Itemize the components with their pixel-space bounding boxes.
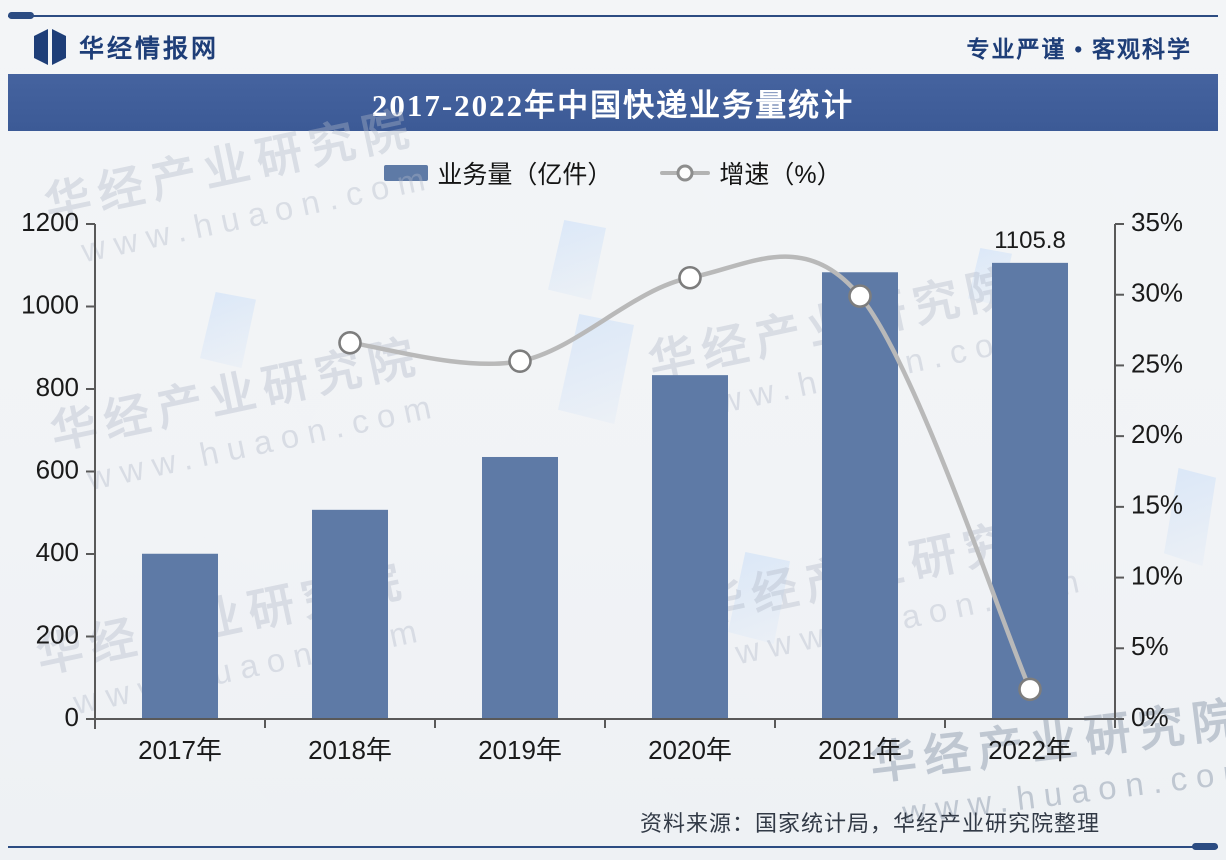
- bar-2022年: [992, 262, 1068, 719]
- right-axis-tick-label: 0%: [1131, 702, 1169, 732]
- x-category-label: 2021年: [818, 735, 902, 765]
- right-axis-tick-label: 20%: [1131, 419, 1183, 449]
- bar-2021年: [822, 272, 898, 719]
- legend-line-swatch: [660, 164, 711, 182]
- growth-line: [347, 254, 1033, 692]
- right-axis-tick-label: 35%: [1131, 207, 1183, 237]
- left-axis-tick-label: 1000: [21, 289, 79, 319]
- legend-bar-label: 业务量（亿件）: [437, 161, 613, 189]
- left-axis-tick-label: 1200: [21, 207, 79, 237]
- x-category-label: 2017年: [138, 735, 222, 765]
- right-axis-tick-label: 5%: [1131, 631, 1169, 661]
- right-axis-tick-label: 30%: [1131, 278, 1183, 308]
- bar-2018年: [312, 509, 388, 719]
- right-axis-tick-label: 10%: [1131, 560, 1183, 590]
- x-category-label: 2018年: [308, 735, 392, 765]
- x-category-label: 2022年: [988, 735, 1072, 765]
- left-axis-tick-label: 600: [36, 454, 79, 484]
- left-axis-tick-label: 800: [36, 372, 79, 402]
- left-axis-tick-label: 0: [65, 702, 79, 732]
- bottom-rule-cap: [1192, 843, 1218, 850]
- bottom-rule: [8, 846, 1218, 848]
- brand-logo-icon: [34, 29, 66, 65]
- bar-value-label: 1105.8: [994, 227, 1066, 254]
- title-bar: 2017-2022年中国快递业务量统计: [8, 74, 1218, 131]
- growth-line-marker: [338, 330, 362, 355]
- legend-item-growth: 增速（%）: [660, 155, 842, 191]
- brand: 华经情报网: [32, 28, 219, 66]
- legend-line-marker-dot: [676, 164, 694, 182]
- top-rule-cap: [8, 12, 34, 19]
- x-category-label: 2019年: [478, 735, 562, 765]
- source-note: 资料来源：国家统计局，华经产业研究院整理: [639, 811, 1100, 836]
- growth-line-marker: [678, 265, 702, 290]
- bar-2020年: [652, 375, 728, 719]
- right-axis-tick-label: 15%: [1131, 490, 1183, 520]
- chart-legend: 业务量（亿件） 增速（%）: [0, 152, 1226, 194]
- legend-bar-swatch: [384, 165, 429, 181]
- bar-2017年: [142, 553, 218, 719]
- left-axis-tick-label: 200: [36, 619, 79, 649]
- growth-line-marker: [848, 284, 872, 308]
- left-axis-tick-label: 400: [36, 537, 79, 567]
- legend-line-label: 增速（%）: [719, 161, 842, 189]
- right-axis-tick-label: 25%: [1131, 348, 1183, 378]
- bar-2019年: [482, 456, 558, 719]
- growth-line-marker: [1018, 677, 1042, 702]
- page-title: 2017-2022年中国快递业务量统计: [371, 88, 855, 123]
- header-slogan: 专业严谨 • 客观科学: [966, 37, 1192, 62]
- brand-name: 华经情报网: [79, 35, 220, 63]
- legend-item-volume: 业务量（亿件）: [384, 155, 612, 191]
- header: 华经情报网 专业严谨 • 客观科学: [32, 24, 1192, 70]
- top-rule: [8, 15, 1218, 17]
- x-category-label: 2020年: [648, 735, 732, 765]
- growth-line-marker: [508, 349, 532, 373]
